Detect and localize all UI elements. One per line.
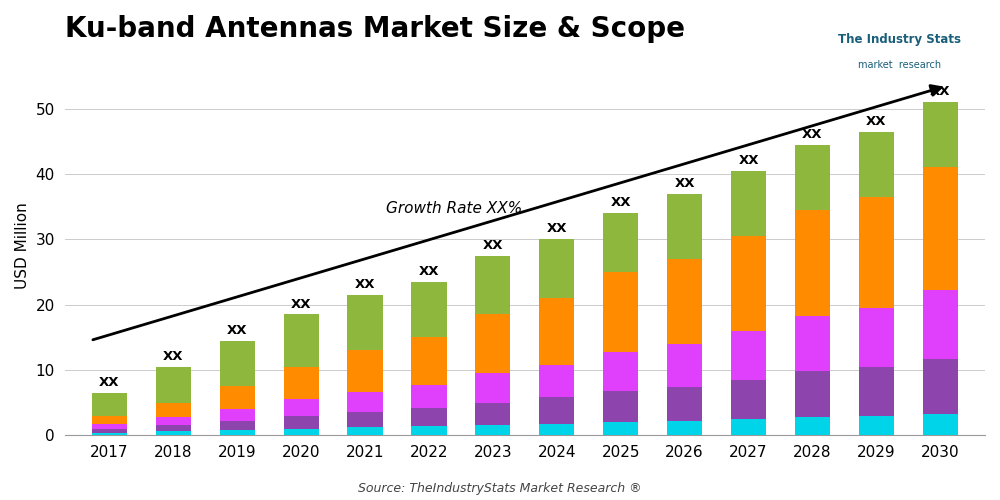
Bar	[156, 417, 191, 425]
Bar	[603, 213, 638, 272]
Bar	[284, 416, 319, 428]
Bar	[795, 210, 830, 316]
Bar	[795, 316, 830, 372]
Text: Source: TheIndustryStats Market Research ®: Source: TheIndustryStats Market Research…	[358, 482, 642, 495]
Text: XX: XX	[99, 376, 120, 389]
Bar	[220, 421, 255, 430]
Bar	[156, 366, 191, 402]
Text: XX: XX	[419, 265, 439, 278]
Bar	[539, 298, 574, 364]
Text: XX: XX	[802, 128, 823, 140]
Bar	[923, 290, 958, 359]
Bar	[923, 102, 958, 168]
Bar	[539, 424, 574, 436]
Bar	[411, 408, 447, 426]
Text: XX: XX	[930, 85, 951, 98]
Text: XX: XX	[291, 298, 311, 310]
Bar	[284, 400, 319, 415]
Bar	[347, 392, 383, 412]
Text: market  research: market research	[858, 60, 942, 70]
Bar	[347, 412, 383, 428]
Bar	[284, 428, 319, 436]
Bar	[92, 432, 127, 436]
Bar	[347, 295, 383, 350]
Y-axis label: USD Million: USD Million	[15, 202, 30, 289]
Text: XX: XX	[483, 238, 503, 252]
Bar	[731, 380, 766, 419]
Bar	[411, 282, 447, 338]
Bar	[92, 393, 127, 415]
Bar	[859, 197, 894, 308]
Text: XX: XX	[227, 324, 247, 336]
Bar	[220, 386, 255, 409]
Bar	[731, 331, 766, 380]
Text: XX: XX	[674, 176, 695, 190]
Bar	[475, 314, 510, 373]
Text: XX: XX	[738, 154, 759, 167]
Text: XX: XX	[163, 350, 184, 363]
Bar	[92, 424, 127, 428]
Bar	[795, 144, 830, 210]
Bar	[156, 402, 191, 417]
Bar	[795, 417, 830, 436]
Text: XX: XX	[355, 278, 375, 291]
Bar	[859, 308, 894, 366]
Bar	[411, 426, 447, 436]
Bar	[284, 314, 319, 366]
Bar	[475, 373, 510, 402]
Bar	[603, 352, 638, 391]
Bar	[667, 387, 702, 421]
Bar	[284, 366, 319, 400]
Bar	[859, 416, 894, 436]
Bar	[795, 372, 830, 417]
Bar	[411, 385, 447, 408]
Bar	[603, 391, 638, 422]
Bar	[603, 272, 638, 351]
Bar	[539, 240, 574, 298]
Bar	[220, 409, 255, 421]
Bar	[731, 170, 766, 236]
Text: Growth Rate XX%: Growth Rate XX%	[386, 202, 523, 216]
Bar	[539, 398, 574, 423]
Text: The Industry Stats: The Industry Stats	[838, 34, 962, 46]
Bar	[347, 428, 383, 436]
Bar	[667, 259, 702, 344]
Bar	[475, 402, 510, 425]
Bar	[475, 256, 510, 314]
Bar	[731, 236, 766, 331]
Bar	[92, 416, 127, 424]
Bar	[859, 366, 894, 416]
Text: Ku-band Antennas Market Size & Scope: Ku-band Antennas Market Size & Scope	[65, 15, 685, 43]
Text: XX: XX	[866, 114, 887, 128]
Bar	[923, 414, 958, 436]
Text: XX: XX	[547, 222, 567, 235]
Bar	[220, 430, 255, 436]
Bar	[156, 432, 191, 436]
Bar	[156, 425, 191, 432]
Bar	[667, 194, 702, 259]
Bar	[539, 364, 574, 398]
Bar	[475, 426, 510, 436]
Bar	[923, 168, 958, 290]
Bar	[411, 338, 447, 385]
Bar	[347, 350, 383, 392]
Bar	[667, 344, 702, 387]
Bar	[603, 422, 638, 436]
Text: XX: XX	[610, 196, 631, 209]
Bar	[923, 359, 958, 414]
Bar	[92, 428, 127, 432]
Bar	[859, 132, 894, 197]
Bar	[220, 340, 255, 386]
Bar	[667, 421, 702, 436]
Bar	[731, 419, 766, 436]
